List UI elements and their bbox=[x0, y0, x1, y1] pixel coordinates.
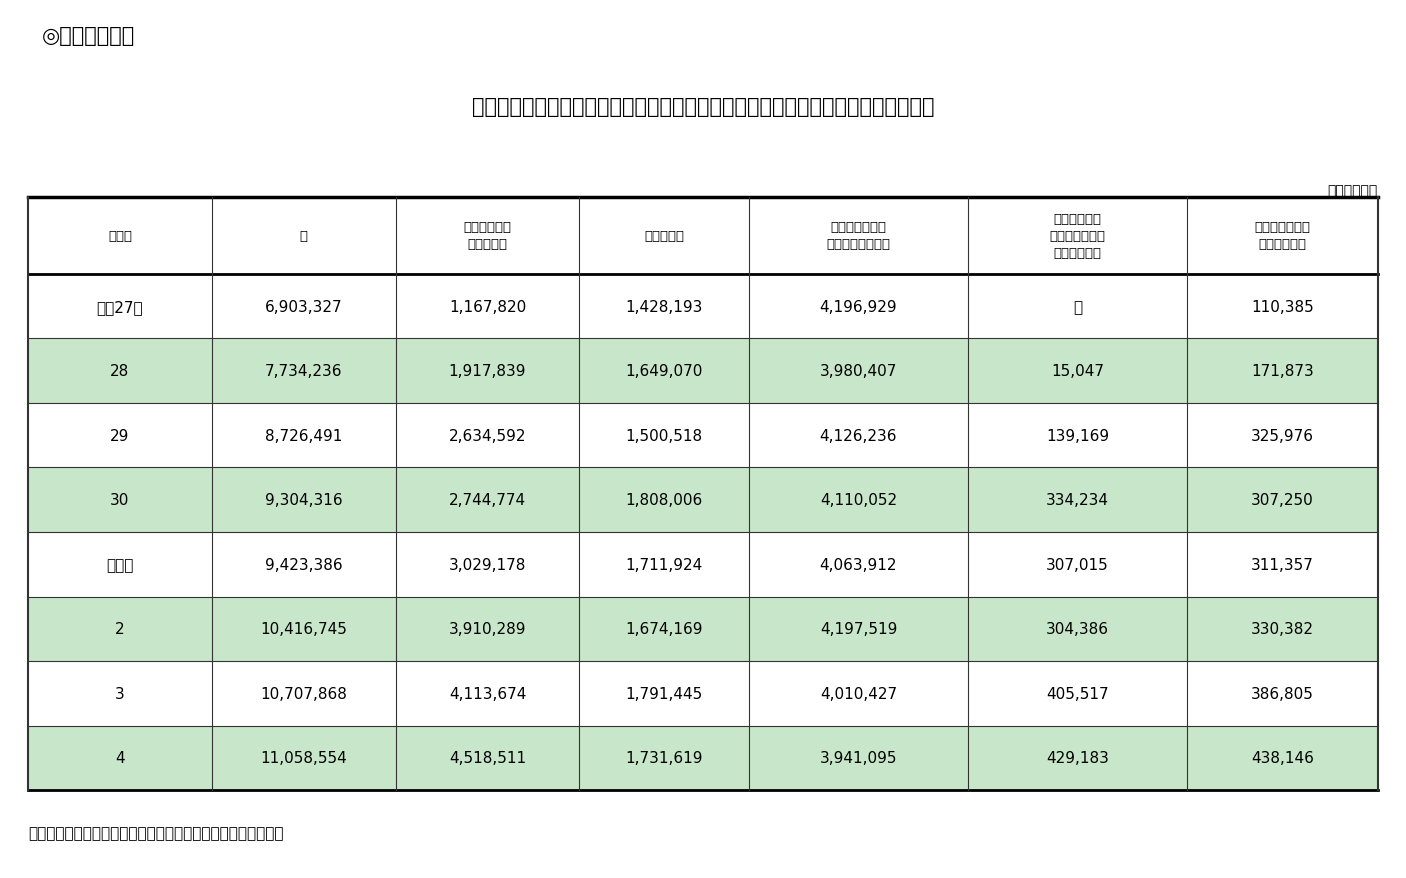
Text: 429,183: 429,183 bbox=[1046, 751, 1109, 766]
Bar bbox=[28, 404, 1378, 468]
Text: 表　木質バイオマスエネルギーとして利用した木材チップの由来別利用量（全国）: 表 木質バイオマスエネルギーとして利用した木材チップの由来別利用量（全国） bbox=[472, 97, 934, 117]
Text: 区　分: 区 分 bbox=[108, 229, 132, 242]
Text: 左記以外の木材
（剪定枝等）: 左記以外の木材 （剪定枝等） bbox=[1254, 221, 1310, 251]
Bar bbox=[28, 468, 1378, 532]
Text: 405,517: 405,517 bbox=[1046, 686, 1109, 701]
Text: 2,634,592: 2,634,592 bbox=[449, 428, 526, 443]
Text: 311,357: 311,357 bbox=[1251, 558, 1315, 572]
Text: 30: 30 bbox=[110, 493, 129, 507]
Text: 3,029,178: 3,029,178 bbox=[449, 558, 526, 572]
Text: 1,711,924: 1,711,924 bbox=[626, 558, 703, 572]
Text: 資料：農林水産省「木質バイオマスエネルギー利用動向調査」: 資料：農林水産省「木質バイオマスエネルギー利用動向調査」 bbox=[28, 825, 284, 840]
Bar bbox=[28, 726, 1378, 790]
Text: 10,707,868: 10,707,868 bbox=[260, 686, 347, 701]
Text: 2,744,774: 2,744,774 bbox=[449, 493, 526, 507]
Text: 4: 4 bbox=[115, 751, 125, 766]
Text: 1,167,820: 1,167,820 bbox=[449, 299, 526, 314]
Text: 29: 29 bbox=[110, 428, 129, 443]
Text: 139,169: 139,169 bbox=[1046, 428, 1109, 443]
Text: 386,805: 386,805 bbox=[1251, 686, 1315, 701]
Bar bbox=[28, 339, 1378, 404]
Text: 15,047: 15,047 bbox=[1052, 363, 1104, 378]
Bar bbox=[28, 532, 1378, 597]
Text: 4,110,052: 4,110,052 bbox=[820, 493, 897, 507]
Bar bbox=[28, 597, 1378, 661]
Text: 3: 3 bbox=[115, 686, 125, 701]
Text: 304,386: 304,386 bbox=[1046, 622, 1109, 637]
Text: 1,649,070: 1,649,070 bbox=[626, 363, 703, 378]
Text: 3,910,289: 3,910,289 bbox=[449, 622, 526, 637]
Text: 171,873: 171,873 bbox=[1251, 363, 1313, 378]
Text: 330,382: 330,382 bbox=[1251, 622, 1315, 637]
Text: 9,304,316: 9,304,316 bbox=[264, 493, 343, 507]
Text: 28: 28 bbox=[110, 363, 129, 378]
Text: 3,941,095: 3,941,095 bbox=[820, 751, 897, 766]
Text: 1,500,518: 1,500,518 bbox=[626, 428, 703, 443]
Text: 4,518,511: 4,518,511 bbox=[449, 751, 526, 766]
Text: 1,917,839: 1,917,839 bbox=[449, 363, 526, 378]
Bar bbox=[28, 661, 1378, 726]
Text: 4,063,912: 4,063,912 bbox=[820, 558, 897, 572]
Text: 307,015: 307,015 bbox=[1046, 558, 1109, 572]
Text: 4,197,519: 4,197,519 bbox=[820, 622, 897, 637]
Text: 平成27年: 平成27年 bbox=[97, 299, 143, 314]
Text: 4,126,236: 4,126,236 bbox=[820, 428, 897, 443]
Text: －: － bbox=[1073, 299, 1083, 314]
Text: 輸入チップ・
輸入丸太を用い
て国内で製造: 輸入チップ・ 輸入丸太を用い て国内で製造 bbox=[1049, 212, 1105, 260]
Text: 単位：絶乾ｔ: 単位：絶乾ｔ bbox=[1327, 184, 1378, 198]
Text: 計: 計 bbox=[299, 229, 308, 242]
Text: 3,980,407: 3,980,407 bbox=[820, 363, 897, 378]
Text: 7,734,236: 7,734,236 bbox=[264, 363, 343, 378]
Bar bbox=[28, 198, 1378, 275]
Text: 1,808,006: 1,808,006 bbox=[626, 493, 703, 507]
Text: 1,731,619: 1,731,619 bbox=[626, 751, 703, 766]
Text: 建設資材廃棄物
（解体材、廃材）: 建設資材廃棄物 （解体材、廃材） bbox=[827, 221, 890, 251]
Text: 110,385: 110,385 bbox=[1251, 299, 1313, 314]
Text: 1,791,445: 1,791,445 bbox=[626, 686, 703, 701]
Text: 2: 2 bbox=[115, 622, 125, 637]
Text: 9,423,386: 9,423,386 bbox=[264, 558, 343, 572]
Text: 4,113,674: 4,113,674 bbox=[449, 686, 526, 701]
Text: 4,010,427: 4,010,427 bbox=[820, 686, 897, 701]
Text: 334,234: 334,234 bbox=[1046, 493, 1109, 507]
Text: 325,976: 325,976 bbox=[1251, 428, 1315, 443]
Bar bbox=[28, 275, 1378, 339]
Text: 10,416,745: 10,416,745 bbox=[260, 622, 347, 637]
Text: 令和元: 令和元 bbox=[107, 558, 134, 572]
Text: 438,146: 438,146 bbox=[1251, 751, 1315, 766]
Text: 4,196,929: 4,196,929 bbox=[820, 299, 897, 314]
Text: 307,250: 307,250 bbox=[1251, 493, 1313, 507]
Text: 製材等残材: 製材等残材 bbox=[644, 229, 685, 242]
Text: 8,726,491: 8,726,491 bbox=[266, 428, 343, 443]
Text: 間伐材・林地
残　材　等: 間伐材・林地 残 材 等 bbox=[464, 221, 512, 251]
Text: ◎　累年データ: ◎ 累年データ bbox=[42, 26, 135, 47]
Text: 6,903,327: 6,903,327 bbox=[264, 299, 343, 314]
Text: 11,058,554: 11,058,554 bbox=[260, 751, 347, 766]
Text: 1,674,169: 1,674,169 bbox=[626, 622, 703, 637]
Text: 1,428,193: 1,428,193 bbox=[626, 299, 703, 314]
